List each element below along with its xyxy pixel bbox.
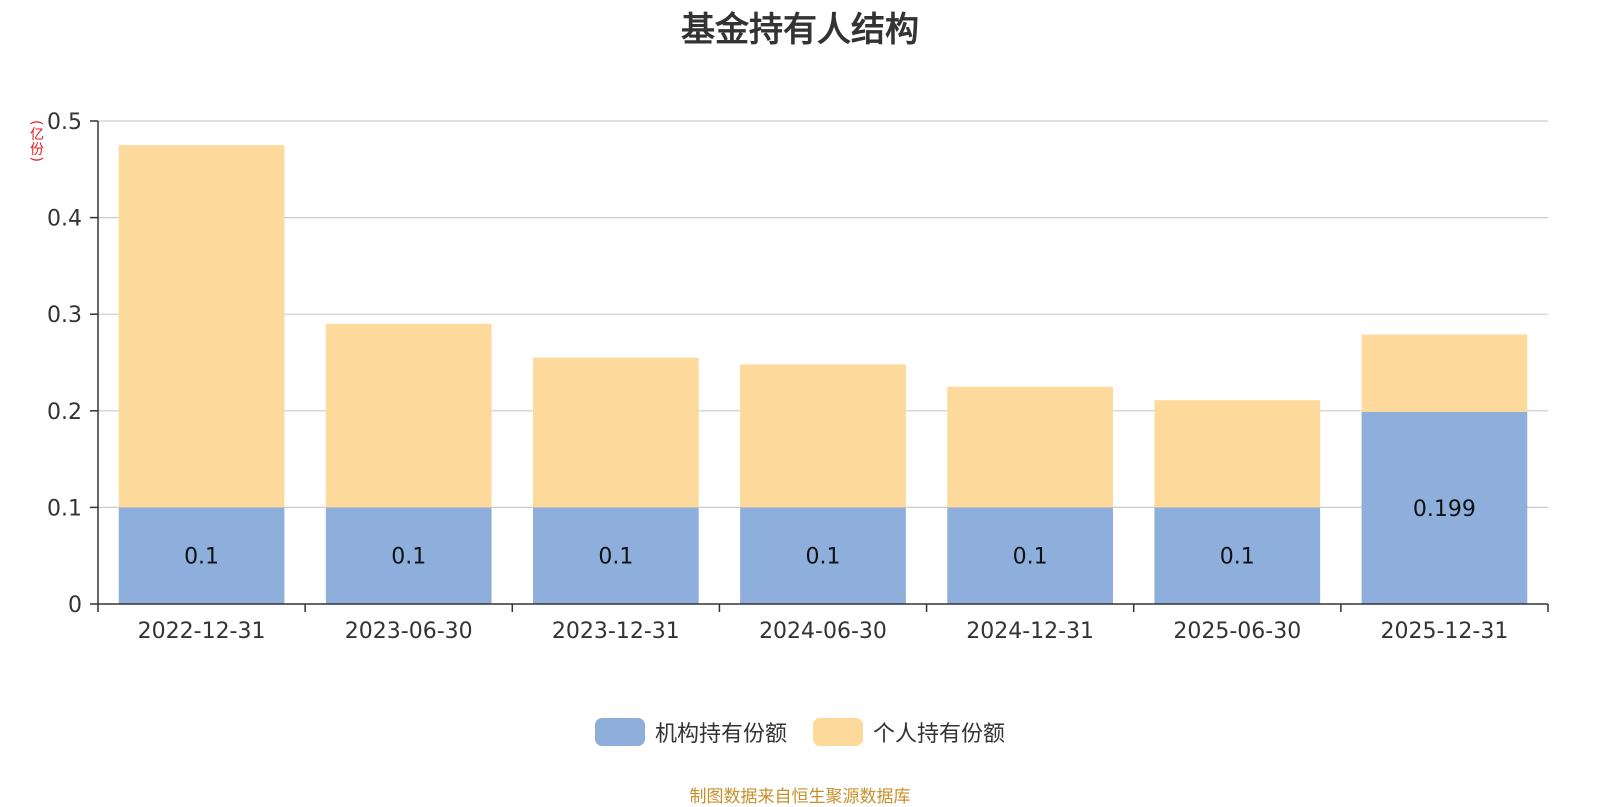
data-label: 0.1 — [391, 545, 426, 570]
data-label: 0.1 — [598, 545, 633, 570]
bars — [118, 145, 1528, 604]
legend-swatch-individual — [813, 718, 863, 746]
bar-institutional — [740, 507, 906, 604]
legend-item-individual[interactable]: 个人持有份额 — [813, 716, 1005, 748]
bar-individual — [947, 386, 1113, 508]
axes: 0 0.1 0.2 0.3 0.4 0.5 2022-12-31 2023-06-30 2023… — [47, 110, 1549, 644]
bar-institutional — [1154, 507, 1321, 604]
data-label: 0.199 — [1413, 497, 1476, 522]
x-tick-label: 2025-12-31 — [1380, 619, 1508, 644]
y-tick-label: 0.5 — [47, 110, 82, 135]
bar-institutional — [533, 507, 699, 604]
bar-individual — [533, 357, 699, 508]
y-tick-label: 0.1 — [47, 496, 82, 521]
legend: 机构持有份额 个人持有份额 — [0, 716, 1600, 748]
bar-institutional — [325, 507, 492, 604]
y-tick-label: 0.2 — [47, 400, 82, 425]
bar-individual — [118, 145, 285, 508]
data-labels: 0.1 0.1 0.1 0.1 0.1 0.1 0.199 — [184, 497, 1476, 570]
x-tick-label: 2023-06-30 — [345, 619, 473, 644]
bar-institutional — [118, 507, 285, 604]
y-tick-label: 0 — [68, 593, 82, 618]
legend-item-institutional[interactable]: 机构持有份额 — [594, 716, 787, 748]
y-tick-label: 0.3 — [47, 303, 82, 328]
chart-title: 基金持有人结构 — [681, 10, 919, 50]
x-tick-label: 2025-06-30 — [1173, 619, 1301, 644]
legend-label-institutional: 机构持有份额 — [654, 722, 787, 747]
bar-individual — [740, 364, 906, 508]
y-axis-unit-label: (亿份) — [28, 120, 44, 163]
bar-individual — [1361, 334, 1528, 412]
y-tick-label: 0.4 — [47, 207, 82, 232]
x-tick-label: 2024-06-30 — [759, 619, 887, 644]
chart-canvas: 0 0.1 0.2 0.3 0.4 0.5 2022-12-31 2023-06-30 2023… — [47, 110, 1549, 644]
x-tick-label: 2022-12-31 — [138, 619, 266, 644]
data-label: 0.1 — [806, 545, 841, 570]
data-label: 0.1 — [1220, 545, 1255, 570]
bar-institutional — [947, 507, 1113, 604]
source-note: 制图数据来自恒生聚源数据库 — [689, 787, 911, 807]
legend-label-individual: 个人持有份额 — [873, 722, 1006, 747]
data-label: 0.1 — [184, 545, 219, 570]
x-tick-label: 2024-12-31 — [966, 619, 1094, 644]
x-tick-label: 2023-12-31 — [552, 619, 680, 644]
bar-individual — [325, 323, 492, 508]
data-label: 0.1 — [1013, 545, 1048, 570]
bar-institutional — [1361, 411, 1528, 604]
legend-swatch-institutional — [594, 718, 645, 746]
bar-individual — [1154, 400, 1321, 508]
